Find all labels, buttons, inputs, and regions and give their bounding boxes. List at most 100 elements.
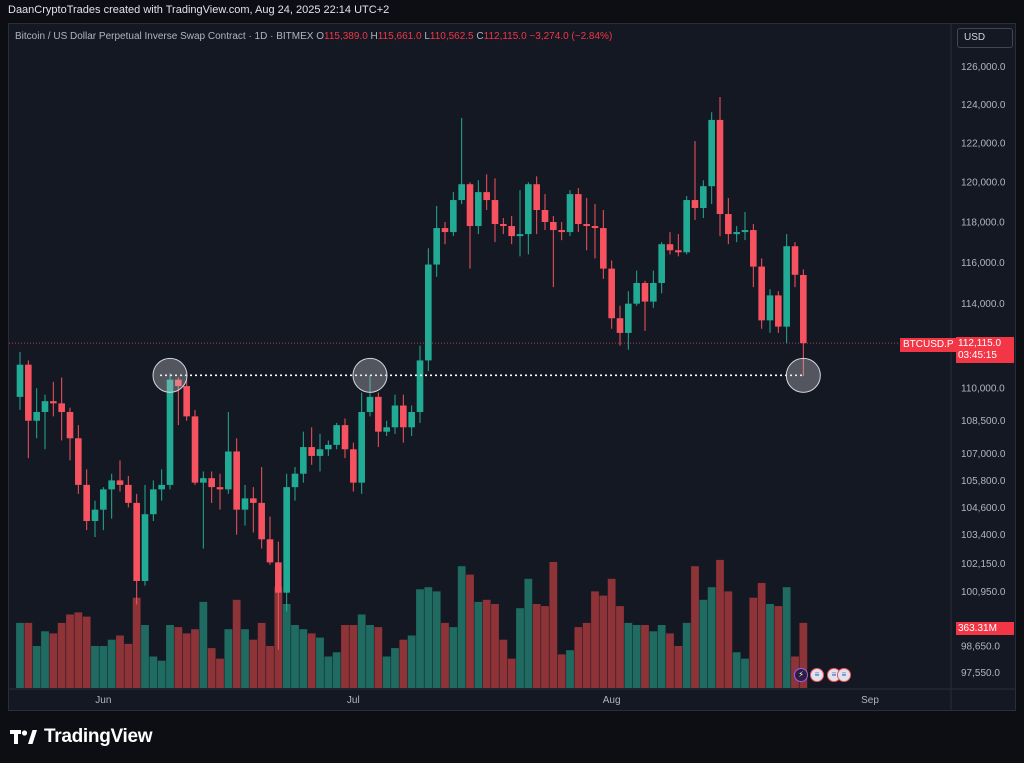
volume-bar <box>241 629 249 688</box>
volume-bar <box>424 587 433 688</box>
candle-body <box>33 412 40 421</box>
candle-body <box>700 186 707 209</box>
open-value: 115,389.0 <box>324 31 368 42</box>
volume-bar <box>299 629 308 688</box>
candle-body <box>100 489 107 510</box>
candle-body <box>758 266 765 321</box>
volume-bar <box>324 656 333 688</box>
y-tick-label: 98,650.0 <box>961 642 1000 653</box>
volume-bar <box>482 599 491 688</box>
volume-bar <box>174 627 183 688</box>
volume-bar <box>166 625 174 688</box>
volume-bar <box>507 658 516 688</box>
volume-bar <box>357 614 366 688</box>
candle-body <box>391 405 399 428</box>
volume-bar <box>774 606 783 688</box>
candle-body <box>416 360 424 413</box>
volume-bar <box>399 639 408 688</box>
footer-logo: TradingView <box>10 726 153 748</box>
axes: 126,000.0 124,000.0 122,000.0 120,000.0 118,… <box>95 62 1006 706</box>
currency-button[interactable]: USD <box>957 28 1013 48</box>
candle-body <box>183 386 190 417</box>
candle-body <box>608 268 615 319</box>
candle-body <box>641 282 649 302</box>
volume-bar <box>707 587 716 688</box>
candle-body <box>150 489 157 515</box>
symbol-price-tag: BTCUSD.P <box>900 338 957 352</box>
y-tick-label: 116,000.0 <box>961 258 1005 269</box>
volume-bar <box>99 646 108 688</box>
candle-body <box>50 401 57 404</box>
candle-body <box>400 405 407 428</box>
last-price-tag: 112,115.0 03:45:15 <box>956 337 1014 363</box>
candle-body <box>275 562 282 593</box>
us-flag-event-icon-3[interactable]: ≡ <box>837 668 851 682</box>
candle-body <box>658 244 665 283</box>
volume-bar <box>532 604 541 688</box>
volume-bar <box>66 614 74 688</box>
candle-body <box>208 478 215 488</box>
volume-bar <box>32 646 41 688</box>
volume-bar <box>216 658 224 688</box>
volume-bar <box>441 622 449 688</box>
candle-body <box>75 438 82 485</box>
candle-body <box>508 226 515 237</box>
candle-body <box>16 364 24 397</box>
volume-bar <box>16 622 24 688</box>
volume-bar <box>124 643 133 688</box>
candle-body <box>616 318 624 333</box>
y-tick-label: 114,000.0 <box>961 299 1005 310</box>
volume-bar <box>632 625 641 688</box>
chart-frame[interactable] <box>8 23 1016 711</box>
y-tick-label: 108,500.0 <box>961 416 1006 427</box>
candle-body <box>500 224 507 227</box>
candle-body <box>525 184 532 235</box>
candle-body <box>191 416 199 483</box>
candle-body <box>450 200 457 233</box>
volume-bar <box>291 625 299 688</box>
candle-body <box>350 449 357 483</box>
highlight-circle <box>785 357 821 393</box>
volume-bar <box>24 622 33 688</box>
candle-body <box>791 246 799 275</box>
volume-bar <box>141 625 149 688</box>
y-tick-label: 120,000.0 <box>961 178 1006 189</box>
volume-bar <box>616 606 624 688</box>
low-value: 110,562.5 <box>429 31 474 42</box>
volume-bar <box>107 639 116 688</box>
candle-body <box>666 244 674 251</box>
volume-bar <box>599 595 608 688</box>
lightning-event-icon[interactable]: ⚡ <box>794 668 808 682</box>
volume-bar <box>249 639 258 688</box>
y-tick-label: 103,400.0 <box>961 530 1006 541</box>
y-tick-label: 107,000.0 <box>961 449 1006 460</box>
candle-body <box>475 192 482 227</box>
candle-body <box>575 194 582 225</box>
y-tick-label: 110,000.0 <box>961 384 1005 395</box>
candle-body <box>316 449 324 456</box>
volume-bar <box>91 646 99 688</box>
volume-bar <box>307 633 316 688</box>
candle-body <box>633 282 640 304</box>
candle-body <box>166 379 174 485</box>
candle-body <box>675 250 682 253</box>
volume-bar <box>382 656 391 688</box>
volume-bar <box>57 622 66 688</box>
candle-body <box>216 487 224 490</box>
us-flag-event-icon[interactable]: ≡ <box>810 668 824 682</box>
y-tick-label: 118,000.0 <box>961 218 1005 229</box>
candle-body <box>766 295 774 321</box>
volume-bar <box>207 648 216 688</box>
candle-body <box>266 539 274 563</box>
y-tick-label: 126,000.0 <box>961 62 1006 73</box>
candle-body <box>600 228 607 269</box>
volume-bar <box>391 648 399 688</box>
x-tick-label: Aug <box>603 695 621 706</box>
volume-bar <box>499 639 508 688</box>
candle-body <box>366 396 374 413</box>
symbol-legend: Bitcoin / US Dollar Perpetual Inverse Sw… <box>15 31 612 42</box>
candle-body <box>308 447 315 456</box>
volume-bar <box>691 566 699 688</box>
y-tick-label: 100,950.0 <box>961 587 1006 598</box>
